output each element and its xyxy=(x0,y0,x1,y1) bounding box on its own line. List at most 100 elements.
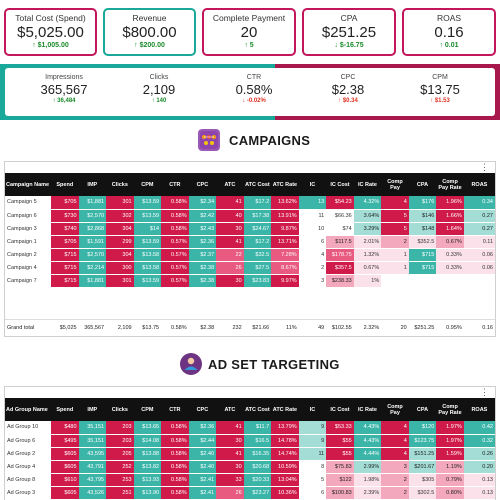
table-row[interactable]: Ad Group 2 $605 43,595 205 $13.88 0.58% $2.40 4… xyxy=(5,447,495,461)
total-cpm: $13.75 xyxy=(133,319,162,336)
cell-cpa xyxy=(408,274,437,288)
column-header-ic-rate[interactable]: IC Rate xyxy=(353,173,382,196)
column-header-roas[interactable]: ROAS xyxy=(463,398,495,421)
column-header-atc[interactable]: ATC xyxy=(216,173,244,196)
cell-cpc: $2.42 xyxy=(188,209,217,223)
kpi-value: 2,109 xyxy=(142,82,176,97)
column-header-atc-rate[interactable]: ATC Rate xyxy=(271,173,299,196)
column-header-spend[interactable]: Spend xyxy=(51,398,79,421)
table-header-row: Campaign Name Spend IMP Clicks CPM CTR CPC ATC A… xyxy=(5,173,495,196)
table-row[interactable]: Ad Group 4 $605 43,791 252 $13.82 0.58% $2.40 3… xyxy=(5,460,495,474)
network-icon xyxy=(198,129,220,151)
cell-cpm: $14 xyxy=(133,222,162,236)
column-header-cpa[interactable]: CPA xyxy=(408,173,437,196)
cell-ic-rate: 3.29% xyxy=(353,222,382,236)
column-header-imp[interactable]: IMP xyxy=(78,398,107,421)
kpi-cpm: CPM $13.75 ↑ $1.53 xyxy=(399,74,481,104)
kpi-delta: ↑ $1,005.00 xyxy=(32,42,69,49)
table-row[interactable]: Ad Group 3 $605 43,526 251 $13.90 0.58% $2.41 2… xyxy=(5,486,495,500)
column-header-ic-cost[interactable]: IC Cost xyxy=(326,398,354,421)
cell-spend: $730 xyxy=(51,209,79,223)
column-header-atc[interactable]: ATC xyxy=(216,398,244,421)
cell-atc: 30 xyxy=(216,460,244,474)
column-header-ic[interactable]: IC xyxy=(298,398,327,421)
column-header-ctr[interactable]: CTR xyxy=(161,173,189,196)
cell-cpa: $123.75 xyxy=(408,434,437,448)
kpi-card-cpa: CPA $251.25 ↓ $-16.75 xyxy=(302,8,396,56)
total-comp-pay-rate: 0.95% xyxy=(436,319,464,336)
table-row[interactable]: Ad Group 10 $480 35,151 203 $13.65 0.58% $2.36… xyxy=(5,421,495,435)
cell-atc: 33 xyxy=(216,473,244,487)
table-header-row: Ad Group Name Spend IMP Clicks CPM CTR CPC ATC A… xyxy=(5,398,495,421)
adset-section-header: AD SET TARGETING xyxy=(0,351,500,379)
table-row[interactable]: Campaign 3 $740 $2,868 304 $14 0.58% $2.43 30 $2… xyxy=(5,222,495,236)
column-header-cpc[interactable]: CPC xyxy=(188,398,217,421)
kpi-value: 0.58% xyxy=(235,82,273,97)
table-row[interactable]: Ad Group 6 $495 35,151 203 $14.08 0.58% $2.44 3… xyxy=(5,434,495,448)
cell-imp: 43,791 xyxy=(78,460,107,474)
adset-table: Ad Group Name Spend IMP Clicks CPM CTR CPC ATC A… xyxy=(5,398,495,500)
column-header-campaign-name[interactable]: Campaign Name xyxy=(5,173,52,196)
more-options-icon[interactable]: ⋮ xyxy=(480,162,489,172)
column-header-comp-pay-rate[interactable]: Comp Pay Rate xyxy=(436,173,464,196)
kpi-label: Complete Payment xyxy=(212,13,286,23)
column-header-ad-group-name[interactable]: Ad Group Name xyxy=(5,398,52,421)
column-header-cpm[interactable]: CPM xyxy=(133,173,162,196)
cell-comp-pay: 5 xyxy=(381,209,409,223)
table-row[interactable]: Campaign 1 $705 $1,591 299 $13.59 0.57% $2.36 4… xyxy=(5,235,495,249)
cell-ic-rate: 2.01% xyxy=(353,235,382,249)
column-header-clicks[interactable]: Clicks xyxy=(106,173,134,196)
cell-comp-pay-rate: 1.64% xyxy=(436,222,464,236)
cell-cpc: $2.36 xyxy=(188,421,217,435)
table-row[interactable]: Campaign 6 $730 $2,570 302 $13.59 0.58% $2.42 4… xyxy=(5,209,495,223)
column-header-comp-pay-rate[interactable]: Comp Pay Rate xyxy=(436,398,464,421)
column-header-ctr[interactable]: CTR xyxy=(161,398,189,421)
column-header-comp-pay[interactable]: Comp Pay xyxy=(381,398,409,421)
cell-cpm: $13.90 xyxy=(133,486,162,500)
cell-cpm: $13.82 xyxy=(133,460,162,474)
column-header-roas[interactable]: ROAS xyxy=(463,173,495,196)
column-header-atc-rate[interactable]: ATC Rate xyxy=(271,398,299,421)
cell-atc-cost: $17.2 xyxy=(243,196,272,210)
kpi-label: Clicks xyxy=(149,74,169,81)
cell-cpa: $302.5 xyxy=(408,486,437,500)
column-header-ic-rate[interactable]: IC Rate xyxy=(353,398,382,421)
column-header-imp[interactable]: IMP xyxy=(78,173,107,196)
column-header-cpc[interactable]: CPC xyxy=(188,173,217,196)
column-header-clicks[interactable]: Clicks xyxy=(106,398,134,421)
cell-comp-pay: 1 xyxy=(381,261,409,275)
cell-ic-cost: $75.83 xyxy=(326,460,354,474)
cell-comp-pay: 1 xyxy=(381,248,409,262)
cell-cpc: $2.38 xyxy=(188,274,217,288)
cell-comp-pay-rate: 1.97% xyxy=(436,421,464,435)
kpi-value: $5,025.00 xyxy=(17,24,84,41)
column-header-ic[interactable]: IC xyxy=(298,173,327,196)
cell-cpa: $148 xyxy=(408,222,437,236)
column-header-cpa[interactable]: CPA xyxy=(408,398,437,421)
cell-spend: $705 xyxy=(51,235,79,249)
more-options-icon[interactable]: ⋮ xyxy=(480,387,489,397)
table-row[interactable]: Campaign 4 $715 $2,214 300 $13.58 0.57% $2.38 2… xyxy=(5,261,495,275)
cell-imp: 35,151 xyxy=(78,434,107,448)
table-row[interactable]: Campaign 2 $715 $2,570 304 $13.58 0.57% $2.37 2… xyxy=(5,248,495,262)
kpi-secondary-panel: Impressions 365,567 ↑ 36,484 Clicks 2,10… xyxy=(5,68,495,116)
column-header-comp-pay[interactable]: Comp Pay xyxy=(381,173,409,196)
campaigns-table: Campaign Name Spend IMP Clicks CPM CTR CPC ATC A… xyxy=(5,173,495,288)
column-header-atc-cost[interactable]: ATC Cost xyxy=(243,398,272,421)
table-row[interactable]: Campaign 5 $705 $1,881 301 $13.59 0.58% $2.34 4… xyxy=(5,196,495,210)
table-row[interactable]: Campaign 7 $715 $1,881 301 $13.59 0.57% $2.38 3… xyxy=(5,274,495,288)
column-header-spend[interactable]: Spend xyxy=(51,173,79,196)
cell-comp-pay: 4 xyxy=(381,421,409,435)
cell-imp: $1,881 xyxy=(78,274,107,288)
cell-ic-cost: $178.75 xyxy=(326,248,354,262)
cell-cpm: $13.59 xyxy=(133,274,162,288)
column-header-ic-cost[interactable]: IC Cost xyxy=(326,173,354,196)
cell-cpc: $2.41 xyxy=(188,486,217,500)
column-header-atc-cost[interactable]: ATC Cost xyxy=(243,173,272,196)
table-row[interactable]: Ad Group 8 $610 43,795 253 $13.93 0.58% $2.41 3… xyxy=(5,473,495,487)
cell-spend: $605 xyxy=(51,460,79,474)
cell-roas: 0.34 xyxy=(463,196,495,210)
cell-atc-cost: $23.83 xyxy=(243,274,272,288)
column-header-cpm[interactable]: CPM xyxy=(133,398,162,421)
cell-ctr: 0.58% xyxy=(161,434,189,448)
